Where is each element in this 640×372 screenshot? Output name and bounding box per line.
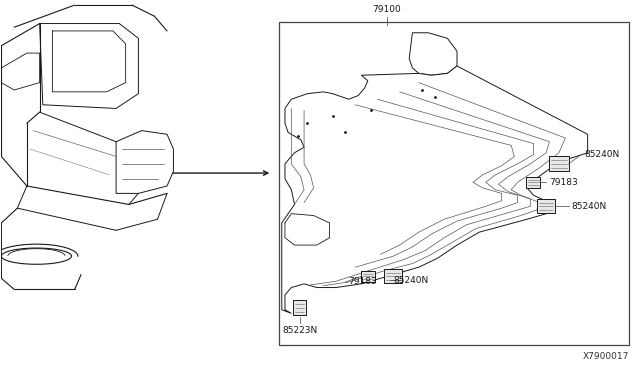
Polygon shape (409, 33, 457, 75)
Text: 79100: 79100 (372, 5, 401, 14)
Bar (278, 22, 629, 345)
Bar (293, 301, 306, 315)
Text: 85240N: 85240N (584, 150, 620, 159)
Text: X7900017: X7900017 (582, 352, 629, 361)
Bar (549, 157, 568, 171)
Bar (527, 177, 540, 188)
Bar (538, 199, 555, 213)
Text: 85223N: 85223N (282, 326, 317, 334)
Bar (361, 271, 375, 282)
Bar (385, 269, 402, 283)
Text: 79183: 79183 (349, 278, 378, 286)
Text: 85240N: 85240N (572, 202, 607, 211)
Text: 79183: 79183 (549, 178, 578, 187)
Polygon shape (282, 66, 588, 313)
Text: 85240N: 85240N (394, 276, 429, 285)
